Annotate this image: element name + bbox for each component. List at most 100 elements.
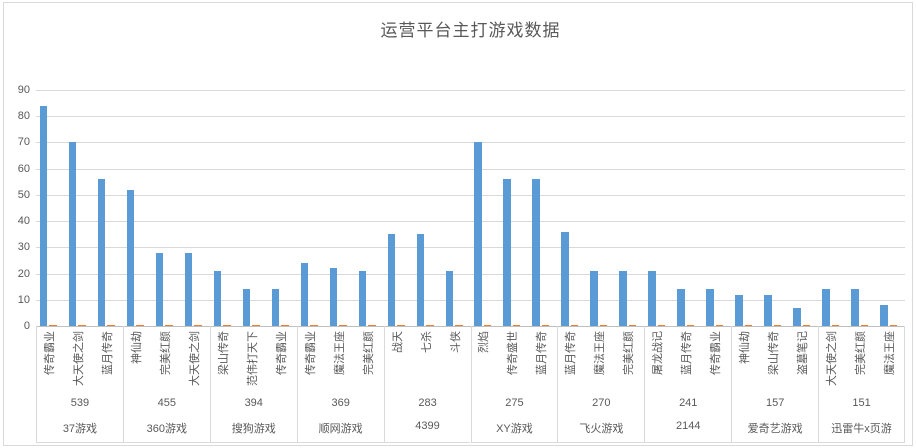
bar-series2-marker — [686, 324, 695, 326]
bar-series1 — [242, 289, 251, 326]
group-platform-label: 顺网游戏 — [318, 423, 363, 435]
bar-series2-marker — [252, 324, 260, 326]
group-total-label: 369 — [331, 397, 350, 409]
y-axis-tick-label: 90 — [17, 84, 30, 96]
bar-series2-marker — [570, 324, 579, 326]
category-game-label: 大天使之剑 — [188, 331, 201, 386]
category-game-label: 蓝月传奇 — [681, 331, 694, 375]
category-game-label: 完美红颜 — [623, 331, 636, 375]
group-total-label: 455 — [157, 397, 177, 409]
bar-series1 — [68, 142, 77, 326]
bar-series1 — [416, 234, 425, 326]
bar-series1 — [764, 294, 772, 326]
category-group-box: 270 飞火游戏 — [557, 326, 645, 443]
category-group-box: 455 360游戏 — [122, 326, 210, 443]
category-game-label: 蓝月传奇 — [565, 331, 578, 375]
y-axis-tick-label: 70 — [17, 136, 30, 149]
group-platform-label: 360游戏 — [146, 423, 188, 435]
bar-series2-marker — [483, 324, 492, 326]
bar-series2-marker — [744, 324, 753, 326]
bar-series2-marker — [194, 324, 202, 326]
gridline — [36, 273, 905, 275]
category-game-label: 屠龙战记 — [652, 331, 665, 375]
bar-series2-marker — [397, 324, 405, 326]
bar-series2-marker — [541, 324, 550, 326]
bar-series1 — [677, 289, 685, 326]
bar-series2-marker — [223, 324, 231, 326]
y-axis-tick-label: 30 — [17, 241, 30, 254]
y-axis-tick-label: 0 — [23, 320, 30, 332]
gridline — [36, 142, 905, 144]
group-platform-label: 37游戏 — [62, 423, 98, 435]
category-game-label: 神仙劫 — [130, 331, 143, 364]
bar-series1 — [329, 268, 338, 326]
gridline — [36, 168, 905, 170]
category-game-label: 梁山传奇 — [217, 331, 230, 375]
bar-series1 — [735, 294, 743, 326]
group-total-label: 241 — [679, 397, 698, 409]
bar-series2-marker — [426, 324, 434, 326]
bar-series2-marker — [628, 324, 637, 326]
bar-series1 — [590, 270, 598, 326]
category-group-box: 275 XY游戏 — [470, 326, 558, 443]
bar-series1 — [271, 289, 280, 326]
category-game-label: 完美红颜 — [159, 331, 172, 375]
category-group-box: 394 搜狗游戏 — [209, 326, 297, 443]
group-platform-label: 爱奇艺游戏 — [747, 423, 803, 435]
chart-border — [3, 2, 913, 446]
category-game-label: 斗侠 — [449, 331, 462, 353]
category-group-box: 157 爱奇艺游戏 — [731, 326, 819, 443]
bar-series1 — [213, 270, 222, 326]
category-game-label: 传奇霸业 — [275, 331, 288, 375]
bar-series1 — [300, 263, 309, 326]
group-platform-label: 4399 — [415, 420, 440, 432]
category-game-label: 传奇霸业 — [43, 331, 56, 375]
bar-series2-marker — [339, 324, 347, 326]
bar-series1 — [155, 252, 164, 326]
bar-series2-marker — [165, 324, 173, 326]
bar-series2-marker — [107, 324, 115, 326]
gridline — [36, 299, 905, 301]
bar-series2-marker — [889, 324, 898, 326]
bar-series1 — [503, 179, 511, 326]
category-group-box: 241 2144 — [644, 326, 732, 443]
gridline — [36, 90, 905, 91]
y-axis-tick-label: 50 — [17, 188, 30, 201]
gridline — [36, 247, 905, 249]
bar-series2-marker — [831, 324, 840, 326]
bar-series2-marker — [78, 324, 86, 326]
y-axis-tick-label: 40 — [17, 215, 30, 228]
category-game-label: 完美红颜 — [855, 331, 868, 375]
bar-series2-marker — [49, 324, 57, 326]
bar-series1 — [532, 179, 540, 326]
group-platform-label: 迅雷牛x页游 — [831, 423, 892, 435]
bar-series2-marker — [773, 324, 782, 326]
category-game-label: 传奇盛世 — [507, 331, 520, 375]
group-total-label: 539 — [70, 397, 90, 409]
bar-series2-marker — [136, 324, 144, 326]
bar-series1 — [358, 270, 367, 326]
category-game-label: 完美红颜 — [362, 331, 375, 375]
gridline — [36, 116, 905, 118]
gridline — [36, 221, 905, 223]
bar-series1 — [97, 179, 106, 326]
category-game-label: 烈焰 — [478, 331, 491, 353]
bar-series2-marker — [715, 324, 724, 326]
bar-series1 — [474, 142, 482, 326]
bar-series2-marker — [599, 324, 608, 326]
y-axis-tick-label: 10 — [17, 293, 30, 306]
group-total-label: 394 — [244, 397, 263, 409]
y-axis-tick-label: 60 — [17, 162, 30, 175]
bar-series2-marker — [802, 324, 811, 326]
bar-series1 — [445, 270, 454, 326]
category-game-label: 盗墓笔记 — [797, 331, 810, 375]
y-axis-tick-label: 20 — [17, 267, 30, 280]
group-platform-label: 2144 — [676, 420, 701, 432]
category-game-label: 梁山传奇 — [768, 331, 781, 375]
bar-series1 — [561, 231, 569, 326]
chart-title: 运营平台主打游戏数据 — [380, 21, 561, 40]
group-platform-label: 飞火游戏 — [579, 423, 624, 435]
y-axis-tick-label: 80 — [17, 110, 30, 123]
bar-series1 — [619, 270, 627, 326]
